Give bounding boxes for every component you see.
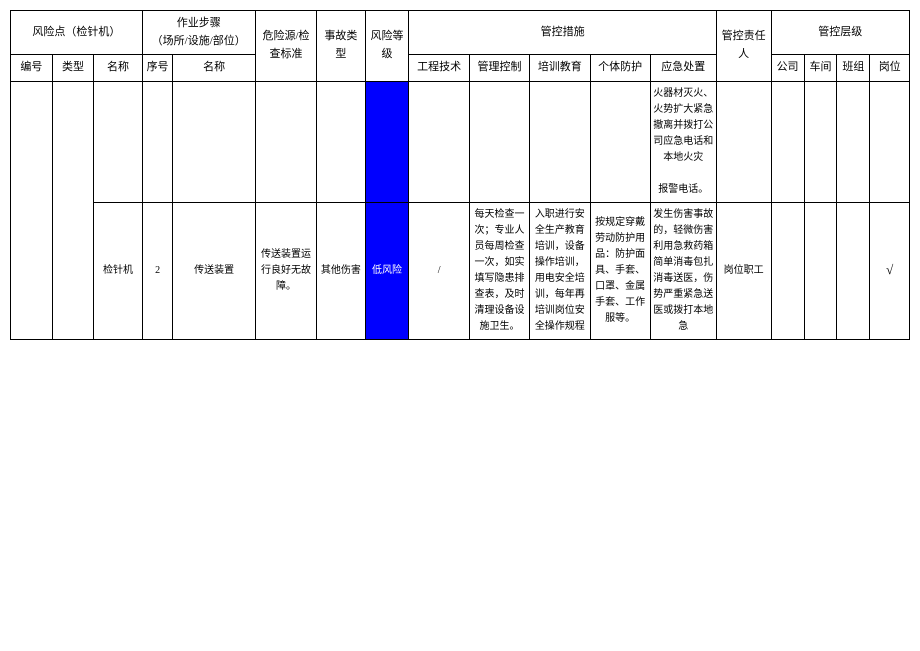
cell-risk-level bbox=[365, 81, 409, 202]
table-row: 火器材灭火、火势扩大紧急撤离并拨打公司应急电话和本地火灾 报警电话。 bbox=[11, 81, 910, 202]
cell-name bbox=[94, 81, 142, 202]
cell-accident-type: 其他伤害 bbox=[317, 202, 365, 339]
cell-company bbox=[771, 202, 804, 339]
header-team: 班组 bbox=[837, 55, 870, 82]
header-risk-level: 风险等级 bbox=[365, 11, 409, 82]
cell-workshop bbox=[804, 202, 837, 339]
header-workshop: 车间 bbox=[804, 55, 837, 82]
cell-ppe: 按规定穿戴劳动防护用品：防护面具、手套、口罩、金属手套、工作服等。 bbox=[590, 202, 650, 339]
cell-team bbox=[837, 202, 870, 339]
header-position: 岗位 bbox=[870, 55, 910, 82]
header-ppe: 个体防护 bbox=[590, 55, 650, 82]
cell-ppe bbox=[590, 81, 650, 202]
header-seq: 序号 bbox=[142, 55, 173, 82]
cell-training: 入职进行安全生产教育培训，设备操作培训，用电安全培训，每年再培训岗位安全操作规程 bbox=[530, 202, 590, 339]
cell-position bbox=[870, 81, 910, 202]
cell-step-name bbox=[173, 81, 255, 202]
header-number: 编号 bbox=[11, 55, 53, 82]
header-type: 类型 bbox=[52, 55, 94, 82]
cell-accident-type bbox=[317, 81, 365, 202]
header-name2: 名称 bbox=[173, 55, 255, 82]
header-accident-type: 事故类型 bbox=[317, 11, 365, 82]
cell-seq: 2 bbox=[142, 202, 173, 339]
cell-number bbox=[11, 81, 53, 339]
header-hazard: 危险源/检查标准 bbox=[255, 11, 316, 82]
cell-hazard bbox=[255, 81, 316, 202]
table-row: 检针机 2 传送装置 传送装置运行良好无故障。 其他伤害 低风险 / 每天检查一… bbox=[11, 202, 910, 339]
cell-step-name: 传送装置 bbox=[173, 202, 255, 339]
cell-control-person bbox=[716, 81, 771, 202]
header-row-1: 风险点（检针机） 作业步骤 （场所/设施/部位） 危险源/检查标准 事故类型 风… bbox=[11, 11, 910, 55]
cell-position-check: √ bbox=[870, 202, 910, 339]
header-management: 管理控制 bbox=[469, 55, 529, 82]
cell-company bbox=[771, 81, 804, 202]
cell-hazard: 传送装置运行良好无故障。 bbox=[255, 202, 316, 339]
cell-emergency: 火器材灭火、火势扩大紧急撤离并拨打公司应急电话和本地火灾 报警电话。 bbox=[650, 81, 716, 202]
cell-training bbox=[530, 81, 590, 202]
cell-control-person: 岗位职工 bbox=[716, 202, 771, 339]
risk-table: 风险点（检针机） 作业步骤 （场所/设施/部位） 危险源/检查标准 事故类型 风… bbox=[10, 10, 910, 340]
cell-management: 每天检查一次；专业人员每周检查一次，如实填写隐患排查表，及时清理设备设施卫生。 bbox=[469, 202, 529, 339]
cell-name: 检针机 bbox=[94, 202, 142, 339]
header-control-level: 管控层级 bbox=[771, 11, 909, 55]
cell-emergency: 发生伤害事故的，轻微伤害利用急救药箱简单消毒包扎消毒送医，伤势严重紧急送医或拨打… bbox=[650, 202, 716, 339]
cell-engineering: / bbox=[409, 202, 469, 339]
header-name: 名称 bbox=[94, 55, 142, 82]
header-control-person: 管控责任人 bbox=[716, 11, 771, 82]
header-work-step: 作业步骤 （场所/设施/部位） bbox=[142, 11, 255, 55]
header-control-measures: 管控措施 bbox=[409, 11, 716, 55]
cell-seq bbox=[142, 81, 173, 202]
cell-engineering bbox=[409, 81, 469, 202]
cell-risk-level: 低风险 bbox=[365, 202, 409, 339]
header-emergency: 应急处置 bbox=[650, 55, 716, 82]
cell-management bbox=[469, 81, 529, 202]
cell-team bbox=[837, 81, 870, 202]
header-training: 培训教育 bbox=[530, 55, 590, 82]
header-row-2: 编号 类型 名称 序号 名称 工程技术 管理控制 培训教育 个体防护 应急处置 … bbox=[11, 55, 910, 82]
header-risk-point: 风险点（检针机） bbox=[11, 11, 143, 55]
cell-workshop bbox=[804, 81, 837, 202]
cell-type bbox=[52, 81, 94, 339]
header-company: 公司 bbox=[771, 55, 804, 82]
header-engineering: 工程技术 bbox=[409, 55, 469, 82]
